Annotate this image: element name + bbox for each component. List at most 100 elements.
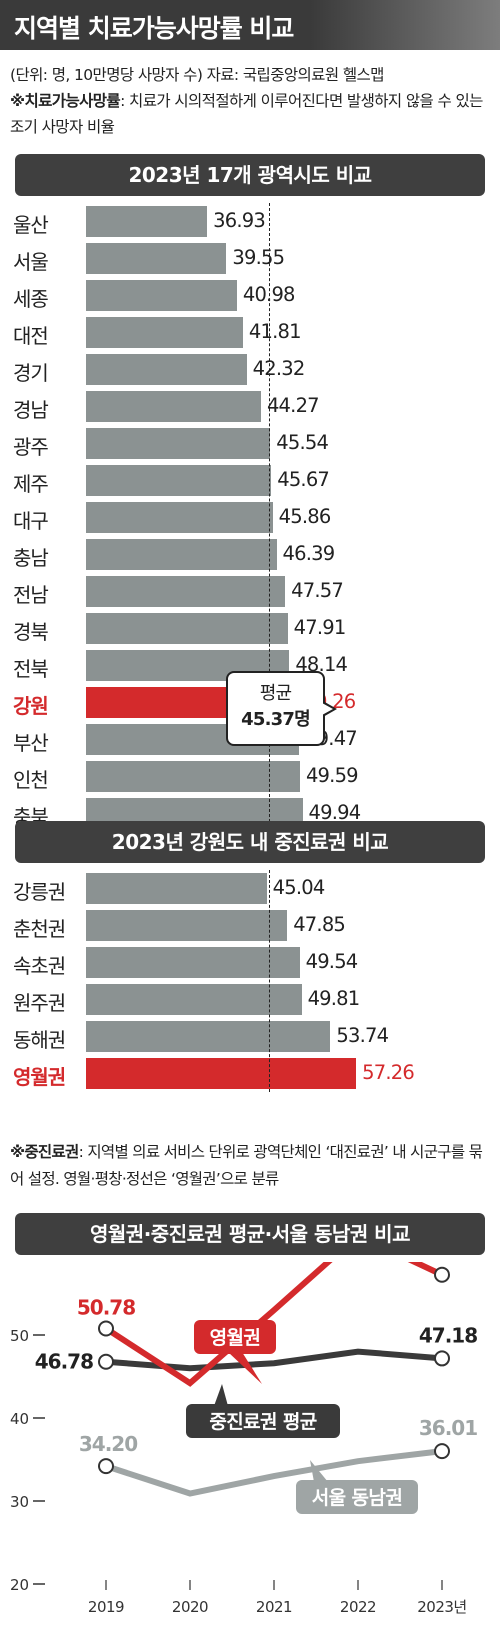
series-name-label: 중진료권 평균 [209, 1411, 316, 1433]
bar-value-label: 45.04 [272, 876, 326, 899]
bar [86, 317, 243, 348]
bar-category-label: 영월권 [13, 1065, 66, 1089]
bar-category-label: 전남 [13, 583, 49, 607]
series-name-label: 영월권 [210, 1327, 261, 1349]
bar-row: 경기 42.32 [0, 351, 500, 388]
bar [86, 243, 227, 274]
series-endpoint-marker [434, 1350, 450, 1367]
average-reference-line [269, 203, 271, 832]
bar-category-label: 충남 [13, 546, 49, 570]
district-note-term: ※중진료권 [10, 1143, 79, 1161]
y-tick-label: 50 [10, 1327, 29, 1345]
bar-row: 영월권 57.26 [0, 1055, 500, 1092]
bar-category-label: 강릉권 [13, 880, 66, 904]
bar-category-label: 울산 [13, 213, 49, 237]
gangwon-bar-chart: 강릉권 45.04 춘천권 47.85 속초권 49.54 원주권 49.81 동해권 53.74… [0, 870, 500, 1092]
bar-value-label: 49.54 [305, 950, 359, 973]
section-title-gangwon: 2023년 강원도 내 중진료권 비교 [15, 821, 485, 863]
series-line [105, 1448, 443, 1497]
bar-category-label: 인천 [13, 768, 49, 792]
series-callout-pointer [228, 1352, 262, 1384]
bar-row: 원주권 49.81 [0, 981, 500, 1018]
bar-value-label: 48.14 [295, 653, 348, 676]
bar [86, 465, 272, 496]
unit-source: (단위: 명, 10만명당 사망자 수) 자료: 국립중앙의료원 헬스맵 [10, 66, 384, 84]
bar-category-label: 대전 [13, 324, 49, 348]
bar-value-label: 45.67 [277, 468, 330, 491]
bar-value-label: 57.26 [362, 1061, 415, 1084]
bar [86, 910, 288, 941]
series-callout-box [194, 1320, 276, 1354]
bar [86, 354, 247, 385]
bar-row: 울산 36.93 [0, 203, 500, 240]
series-callout-box [186, 1404, 340, 1438]
bar-value-label: 46.39 [282, 542, 336, 565]
bar-row: 세종 40.98 [0, 277, 500, 314]
average-reference-line [269, 870, 271, 1092]
bar-row: 경남 44.27 [0, 388, 500, 425]
bar-value-label: 39.55 [232, 246, 285, 269]
y-tick-label: 30 [10, 1493, 29, 1511]
bar-category-label: 경남 [13, 398, 49, 422]
series-line [104, 1262, 444, 1387]
bar [86, 539, 277, 570]
bar-value-label: 42.32 [252, 357, 306, 380]
average-callout: 평균 45.37명 [226, 671, 337, 746]
bar-value-label: 41.81 [248, 320, 302, 343]
bar-category-label: 광주 [13, 435, 49, 459]
bar-value-label: 36.93 [213, 209, 266, 232]
bar [86, 428, 271, 459]
bar [86, 873, 267, 904]
bar-row: 인천 49.59 [0, 758, 500, 795]
series-value-label: 46.78 [35, 1350, 93, 1374]
district-note: ※중진료권: 지역별 의료 서비스 단위로 광역단체인 ‘대진료권’ 내 시군구… [10, 1139, 495, 1193]
bar-row: 동해권 53.74 [0, 1018, 500, 1055]
bar-value-label: 53.74 [336, 1024, 389, 1047]
bar-value-label: 44.27 [266, 394, 320, 417]
bar-value-label: 49.94 [308, 801, 362, 824]
y-tick-label: 20 [10, 1576, 29, 1594]
callout-pointer-inner [322, 703, 333, 715]
bar-category-label: 강원 [13, 694, 49, 718]
x-tick-label: 2023년 [417, 1598, 466, 1616]
bar-value-label: 45.54 [276, 431, 329, 454]
bar-row: 제주 45.67 [0, 462, 500, 499]
bar-row: 강릉권 45.04 [0, 870, 500, 907]
bar-category-label: 경북 [13, 620, 49, 644]
bar-category-label: 원주권 [13, 991, 66, 1015]
series-value-label: 36.01 [419, 1416, 477, 1440]
bar [86, 502, 273, 533]
bar [86, 761, 300, 792]
bar-category-label: 속초권 [13, 954, 66, 978]
bar-category-label: 전북 [13, 657, 49, 681]
bar-value-label: 47.85 [293, 913, 346, 936]
bar [86, 947, 300, 978]
bar [86, 280, 237, 311]
bar-category-label: 춘천권 [13, 917, 66, 941]
bar-row: 대구 45.86 [0, 499, 500, 536]
series-value-label: 57.26 [419, 1262, 477, 1264]
bar-value-label: 47.91 [293, 616, 347, 639]
bar-row: 대전 41.81 [0, 314, 500, 351]
x-tick-label: 2022 [340, 1598, 376, 1616]
district-note-text: : 지역별 의료 서비스 단위로 광역단체인 ‘대진료권’ 내 시군구를 묶어 … [10, 1143, 483, 1188]
section-title-trend: 영월권·중진료권 평균·서울 동남권 비교 [15, 1213, 485, 1255]
bar [86, 1058, 357, 1089]
bar [86, 391, 261, 422]
bar [86, 576, 286, 607]
bar-row: 충남 46.39 [0, 536, 500, 573]
bar-category-label: 제주 [13, 472, 49, 496]
series-value-label: 50.78 [77, 1296, 135, 1320]
title-bar: 지역별 치료가능사망률 비교 [0, 0, 500, 50]
bar-category-label: 동해권 [13, 1028, 66, 1052]
bar-category-label: 부산 [13, 731, 49, 755]
bar-value-label: 49.59 [305, 764, 359, 787]
x-tick-label: 2020 [172, 1598, 208, 1616]
series-name-label: 서울 동남권 [312, 1487, 402, 1509]
bar [86, 984, 302, 1015]
section-title-regions: 2023년 17개 광역시도 비교 [15, 154, 485, 196]
series-callout-box [296, 1480, 418, 1514]
page-title: 지역별 치료가능사망률 비교 [14, 14, 294, 43]
average-label: 평균 [259, 683, 292, 704]
definition-term: ※치료가능사망률 [10, 92, 121, 110]
